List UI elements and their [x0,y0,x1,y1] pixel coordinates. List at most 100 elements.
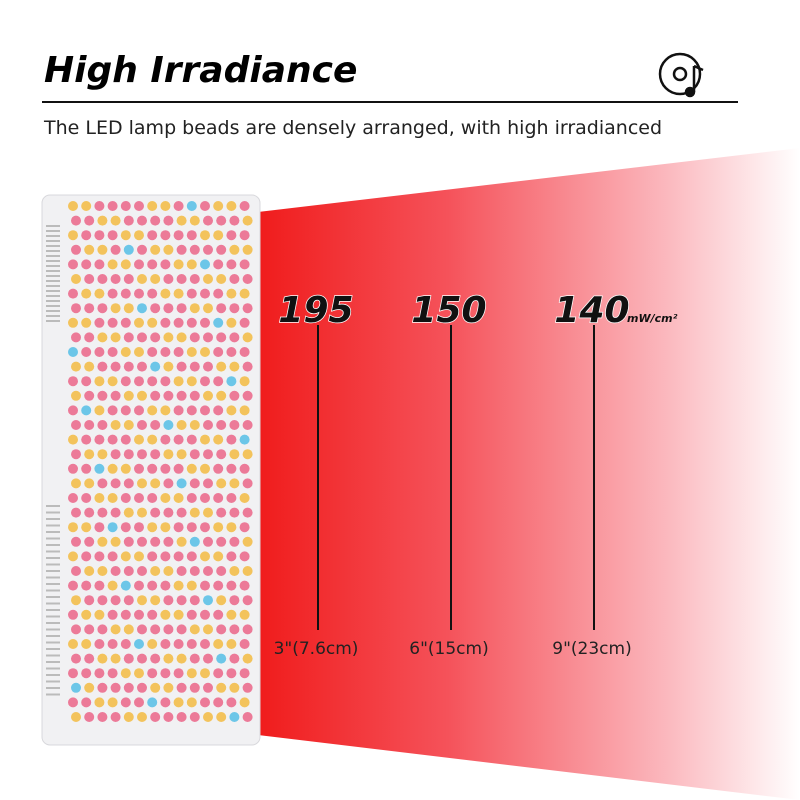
led [239,376,250,387]
led [186,639,197,649]
led [200,697,210,708]
vent [46,609,60,611]
led [123,361,134,372]
led [213,347,224,357]
led [203,274,213,284]
led [239,580,250,591]
led [173,347,184,357]
led [200,639,210,649]
vent [46,596,60,598]
led [203,712,213,722]
led [107,230,118,241]
led [200,493,210,503]
led [229,653,240,664]
led [71,478,81,489]
led [137,536,147,547]
led [123,274,134,284]
led [107,376,118,387]
led [84,274,95,284]
led [163,361,174,372]
led [189,653,200,664]
led [123,332,134,343]
led [137,653,147,664]
led [239,405,250,416]
led [203,536,213,547]
vent [46,544,60,546]
led [68,347,78,357]
led [242,478,253,489]
led [137,507,147,518]
led [147,288,158,299]
led [134,551,144,562]
led [147,551,158,562]
vent [46,225,60,227]
led [94,639,105,649]
irradiance-value: 195 [278,290,353,331]
led [216,390,227,401]
led [110,215,121,226]
led [203,390,213,401]
vent [46,654,60,657]
vent [46,557,60,559]
led [226,522,237,533]
led [84,653,95,664]
led [137,624,147,635]
led [200,668,210,679]
led [189,449,200,460]
vent [46,583,60,585]
led [176,420,187,430]
led [213,697,224,708]
vent [46,635,60,637]
led [137,390,147,401]
led [176,712,187,722]
led [203,595,213,606]
distance-label: 3"(7.6cm) [274,639,359,659]
led [81,376,92,387]
led [81,288,92,299]
led [84,595,95,606]
led [189,682,200,693]
led [160,522,171,533]
led [97,595,108,606]
led [107,288,118,299]
led [137,478,147,489]
led [97,274,108,284]
led [203,332,213,343]
led [160,434,171,445]
led [163,390,174,401]
led [107,405,118,416]
led [226,288,237,299]
led [68,697,78,708]
led [123,595,134,606]
led [123,507,134,518]
vent [46,531,60,533]
led [163,244,174,255]
led [134,376,144,387]
led [213,259,224,270]
led [147,259,158,270]
led [71,653,81,664]
led [173,201,184,211]
led [229,682,240,693]
vent [46,270,60,272]
led [239,551,250,562]
led [173,639,184,649]
led [120,463,131,474]
led [81,697,92,708]
led [229,274,240,284]
led [242,332,253,343]
led [147,609,158,620]
led [226,376,237,387]
led [173,259,184,270]
distance-label: 9"(23cm) [552,639,631,659]
led [216,244,227,255]
led [229,507,240,518]
led [226,493,237,503]
led [189,244,200,255]
led [163,332,174,343]
led [147,230,158,241]
led [160,405,171,416]
led [226,317,237,328]
led [147,317,158,328]
led [229,595,240,606]
